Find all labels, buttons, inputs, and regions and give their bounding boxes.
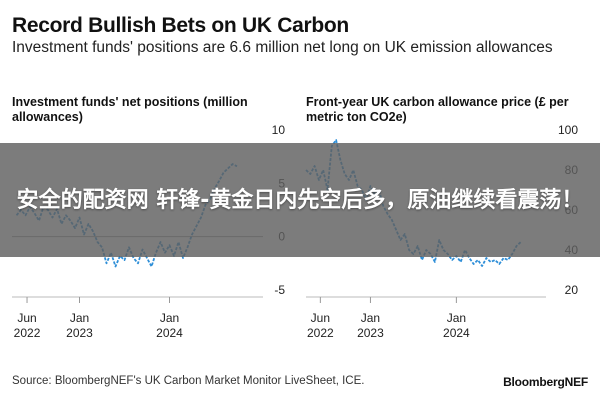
y-tick-label: 100 (558, 123, 578, 137)
page-subtitle: Investment funds' positions are 6.6 mill… (12, 39, 553, 56)
x-tick-label-month: Jun (17, 311, 36, 325)
chart-title-carbon-price: Front-year UK carbon allowance price (£ … (306, 95, 569, 124)
y-tick-label: -5 (274, 283, 285, 297)
x-tick-label-month: Jun (311, 311, 330, 325)
x-tick-label-year: 2022 (14, 326, 41, 340)
y-tick-label: 10 (272, 123, 286, 137)
x-tick-label-year: 2024 (156, 326, 183, 340)
x-tick-label-year: 2024 (443, 326, 470, 340)
x-tick-label-year: 2022 (307, 326, 334, 340)
x-tick-label-year: 2023 (66, 326, 93, 340)
y-tick-label: 20 (565, 283, 579, 297)
overlay-banner: 安全的配资网 轩锋-黄金日内先空后多，原油继续看震荡！ (0, 143, 600, 257)
brand-logo-text: BloombergNEF (503, 375, 588, 389)
x-tick-label-month: Jan (447, 311, 466, 325)
x-tick-label-year: 2023 (357, 326, 384, 340)
source-note: Source: BloombergNEF's UK Carbon Market … (12, 375, 365, 387)
x-tick-label-month: Jan (361, 311, 380, 325)
x-tick-label-month: Jan (160, 311, 179, 325)
overlay-banner-text: 安全的配资网 轩锋-黄金日内先空后多，原油继续看震荡！ (16, 187, 584, 213)
x-tick-label-month: Jan (70, 311, 89, 325)
chart-title-net-positions: Investment funds' net positions (million… (12, 95, 248, 124)
page-title: Record Bullish Bets on UK Carbon (12, 14, 349, 37)
